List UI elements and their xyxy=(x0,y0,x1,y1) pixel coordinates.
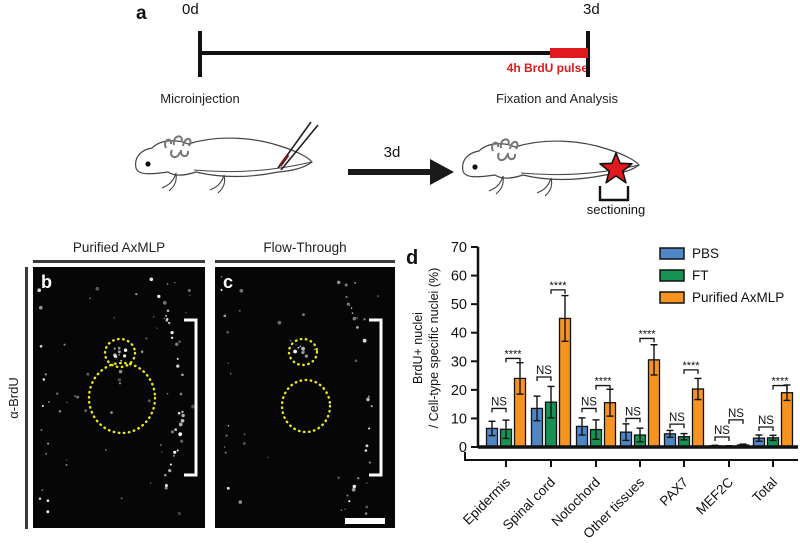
timeline-diagram xyxy=(198,31,590,77)
legend-swatch-pbs xyxy=(659,247,685,260)
y-tick-label: 20 xyxy=(451,383,467,399)
injection-needle xyxy=(277,121,319,171)
significance-label: NS xyxy=(714,425,730,437)
legend-swatch-purified-axmlp xyxy=(659,291,685,304)
significance-bracket xyxy=(683,369,699,374)
significance-bracket xyxy=(758,426,774,431)
legend-swatch-ft xyxy=(659,269,685,282)
significance-bracket xyxy=(639,337,655,343)
panel-b-label: b xyxy=(41,272,52,292)
significance-label: NS xyxy=(758,415,774,427)
axolotl-right-illustration xyxy=(462,138,640,197)
axolotl-gills xyxy=(491,138,519,161)
significance-label: NS xyxy=(491,396,507,408)
region-bracket xyxy=(184,318,198,477)
significance-label: NS xyxy=(669,412,685,424)
timeline-start-label: 0d xyxy=(182,1,199,18)
y-tick-label: 50 xyxy=(451,297,467,313)
axolotl-legs xyxy=(161,172,226,194)
significance-label: **** xyxy=(594,376,612,388)
y-tick-label: 40 xyxy=(451,326,467,342)
antibody-side-label: α-BrdU xyxy=(6,377,21,419)
micrograph-flow-through xyxy=(215,267,395,528)
significance-label: **** xyxy=(771,376,789,388)
panel-a-label: a xyxy=(136,3,147,24)
panel-b-title: Purified AxMLP xyxy=(72,240,166,255)
y-axis-title-line2: / Cell-type specific nuclei (%) xyxy=(427,268,441,428)
experiment-schematic xyxy=(135,31,640,202)
timeline-end-label: 3d xyxy=(583,1,600,18)
brdu-positive-nuclei xyxy=(37,277,195,516)
y-tick-label: 60 xyxy=(451,269,467,285)
axolotl-left-illustration xyxy=(135,121,319,194)
significance-bracket xyxy=(714,436,730,441)
microinjection-caption: Microinjection xyxy=(160,91,240,106)
panel-b-title-underline xyxy=(33,260,205,263)
x-axis-frame xyxy=(464,452,798,461)
timeline-arrow xyxy=(348,159,454,185)
brdu-pulse-label: 4h BrdU pulse xyxy=(506,61,588,75)
significance-bracket xyxy=(505,357,521,363)
spinal-cord-outline xyxy=(287,337,319,367)
significance-label: NS xyxy=(536,365,552,377)
significance-bracket xyxy=(669,423,685,429)
y-tick-label: 0 xyxy=(459,440,467,456)
notochord-outline xyxy=(87,361,157,435)
significance-label: **** xyxy=(638,328,656,340)
significance-bracket xyxy=(550,289,566,294)
sectioning-bracket xyxy=(598,186,630,202)
notochord-outline xyxy=(280,378,332,434)
arrow-duration-label: 3d xyxy=(383,144,401,161)
brdu-pulse-bar xyxy=(550,48,588,58)
axolotl-legs xyxy=(488,175,553,197)
x-category-label: Total xyxy=(749,475,780,506)
significance-bracket xyxy=(536,376,552,381)
significance-label: NS xyxy=(625,406,641,418)
significance-bracket xyxy=(491,407,507,413)
panel-c-label: c xyxy=(223,272,234,292)
significance-bracket xyxy=(772,384,788,390)
axolotl-eye xyxy=(472,164,478,170)
y-tick-label: 30 xyxy=(451,354,467,370)
legend-label: FT xyxy=(692,268,709,283)
micrograph-purified-axmlp xyxy=(33,267,205,528)
x-category-label: PAX7 xyxy=(657,475,691,509)
y-tick-label: 10 xyxy=(451,411,467,427)
axolotl-gills xyxy=(164,135,192,158)
region-bracket xyxy=(369,318,383,477)
significance-label: **** xyxy=(682,360,700,372)
fixation-caption: Fixation and Analysis xyxy=(495,91,619,106)
sectioning-label: sectioning xyxy=(586,202,646,217)
bar-chart-brdu-quantification: d 0 10 20 30 40 50 60 70 BrdU+ nuclei / Cell-type … xyxy=(406,240,798,541)
side-bracket-line xyxy=(25,267,28,529)
injection-site-star xyxy=(599,152,633,184)
scale-bar xyxy=(345,518,385,524)
panel-c-title: Flow-Through xyxy=(263,240,347,255)
y-axis-title-line1: BrdU+ nuclei xyxy=(411,312,425,384)
x-category-label: MEF2C xyxy=(693,474,736,517)
brdu-positive-nuclei xyxy=(220,275,380,515)
significance-label: **** xyxy=(549,280,567,292)
significance-bracket xyxy=(595,384,611,390)
legend-label: Purified AxMLP xyxy=(692,290,784,305)
spinal-cord-outline xyxy=(103,337,137,369)
significance-label: NS xyxy=(581,396,597,408)
significance-bracket xyxy=(728,419,744,424)
significance-label: NS xyxy=(728,408,744,420)
panel-c-title-underline xyxy=(215,260,395,263)
y-tick-label: 70 xyxy=(451,240,467,256)
panel-d-label: d xyxy=(406,247,418,269)
significance-label: **** xyxy=(504,348,522,360)
significance-bracket xyxy=(581,407,597,413)
legend-label: PBS xyxy=(692,246,719,261)
axolotl-eye xyxy=(145,161,151,167)
significance-bracket xyxy=(625,417,641,423)
